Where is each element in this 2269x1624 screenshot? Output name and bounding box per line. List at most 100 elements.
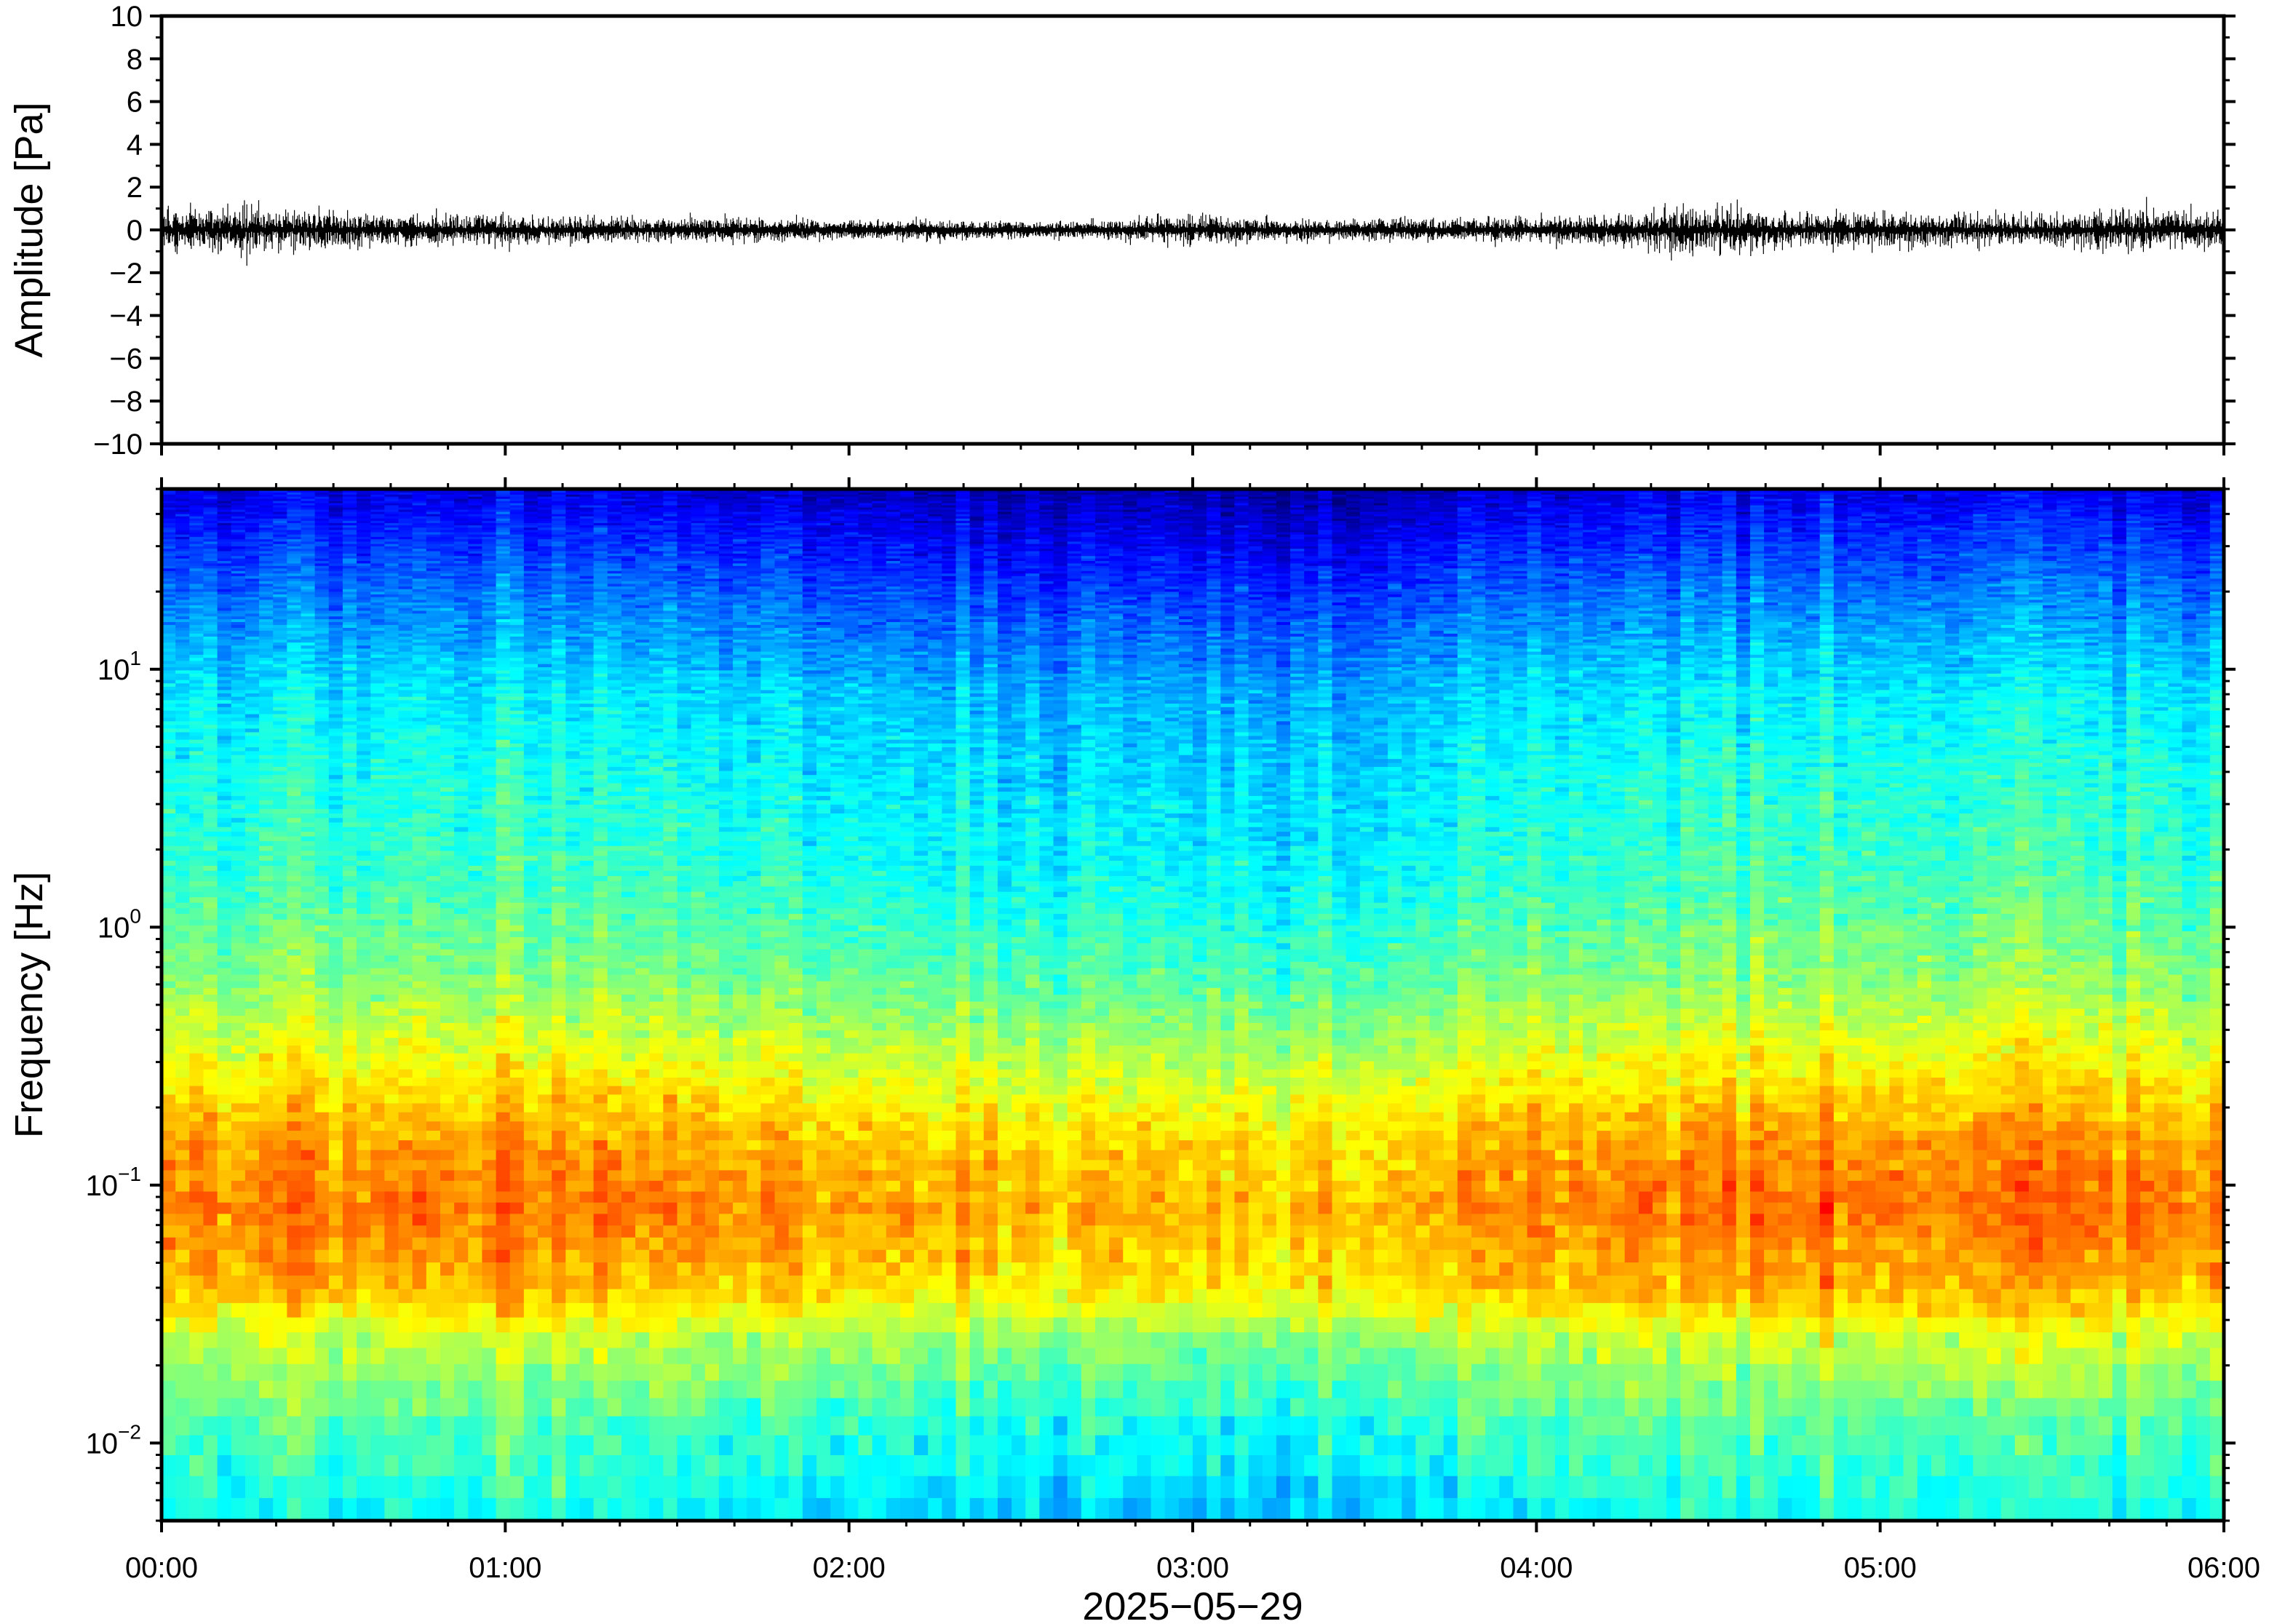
spectrogram-cell [203,1112,218,1121]
spectrogram-cell [343,721,357,725]
spectrogram-cell [413,703,427,707]
spectrogram-cell [426,721,441,725]
spectrogram-cell [384,865,399,871]
spectrogram-cell [203,1069,218,1078]
spectrogram-cell [384,1130,399,1140]
spectrogram-cell [175,1086,190,1095]
spectrogram-cell [454,1015,469,1023]
spectrogram-cell [218,845,232,851]
spectrogram-cell [357,1121,371,1131]
spectrogram-cell [329,800,343,805]
spectrogram-cell [370,686,385,690]
spectrogram-cell [468,902,482,908]
spectrogram-cell [203,813,218,818]
spectrogram-cell [175,682,190,686]
spectrogram-cell [231,817,246,822]
spectrogram-cell [468,804,482,809]
spectrogram-cell [315,1022,330,1030]
spectrogram-cell [259,891,274,897]
spectrogram-cell [301,1191,315,1203]
spectrogram-cell [440,870,455,876]
spectrogram-cell [315,880,330,886]
spectrogram-cell [287,728,301,733]
spectrogram-cell [399,787,413,792]
spectrogram-cell [245,787,260,792]
spectrogram-cell [175,919,190,926]
spectrogram-cell [370,840,385,845]
spectrogram-cell [259,1103,274,1112]
spectrogram-cell [426,743,441,747]
spectrogram-cell [426,827,441,832]
spectrogram-cell [189,682,204,686]
spectrogram-cell [468,1094,482,1104]
spectrogram-cell [287,703,301,707]
spectrogram-cell [301,710,315,715]
spectrogram-cell [357,763,371,767]
spectrogram-cell [203,1038,218,1046]
spectrogram-cell [301,880,315,886]
spectrogram-cell [273,1061,287,1070]
spectrogram-cell [231,732,246,736]
spectrogram-cell [468,880,482,886]
spectrogram-cell [287,1497,301,1521]
spectrogram-cell [440,831,455,836]
spectrogram-cell [357,919,371,926]
spectrogram-cell [259,1001,274,1008]
spectrogram-cell [343,896,357,902]
spectrogram-cell [482,1061,496,1070]
spectrogram-cell [203,836,218,841]
spectrogram-cell [231,836,246,841]
spectrogram-cell [440,1045,455,1054]
spectrogram-cell [175,795,190,800]
spectrogram-cell [482,682,496,686]
spectrogram-cell [315,706,330,711]
spectrogram-cell [287,831,301,836]
spectrogram-cell [343,955,357,961]
spectrogram-cell [384,1139,399,1150]
spectrogram-cell [329,1170,343,1181]
spectrogram-cell [315,1160,330,1171]
spectrogram-cell [329,919,343,926]
spectrogram-cell [357,1317,371,1332]
spectrogram-cell [162,896,176,902]
spectrogram-cell [384,1202,399,1214]
spectrogram-cell [189,1130,204,1140]
spectrogram-cell [510,755,525,759]
spectrogram-cell [384,1317,399,1332]
spectrogram-cell [162,987,176,995]
spectrogram-cell [162,783,176,788]
spectrogram-cell [315,795,330,800]
spectrogram-cell [175,1022,190,1030]
spectrogram-cell [496,974,511,982]
spectrogram-cell [524,1302,539,1318]
spectrogram-cell [399,1416,413,1436]
spectrogram-cell [273,758,287,763]
spectrogram-cell [203,1001,218,1008]
spectrogram-cell [245,1364,260,1381]
spectrogram-cell [343,974,357,982]
spectrogram-cell [370,981,385,988]
spectrogram-cell [259,817,274,822]
spectrogram-cell [189,875,204,881]
spectrogram-cell [245,1045,260,1054]
spectrogram-cell [343,987,357,995]
spectrogram-cell [384,1180,399,1192]
spectrogram-cell [203,865,218,871]
spectrogram-cell [426,747,441,751]
spectrogram-cell [468,766,482,771]
spectrogram-cell [175,1275,190,1289]
spectrogram-cell [399,763,413,767]
spectrogram-cell [231,783,246,788]
spectrogram-cell [384,1214,399,1226]
spectrogram-cell [426,1364,441,1381]
spectrogram-cell [454,1202,469,1214]
spectrogram-cell [343,886,357,892]
spectrogram-cell [301,1416,315,1436]
spectrogram-cell [384,902,399,908]
spectrogram-cell [162,1302,176,1318]
spectrogram-cell [482,1053,496,1062]
spectrogram-cell [175,1130,190,1140]
spectrogram-cell [426,783,441,788]
spectrogram-cell [287,845,301,851]
spectrogram-cell [426,1053,441,1062]
